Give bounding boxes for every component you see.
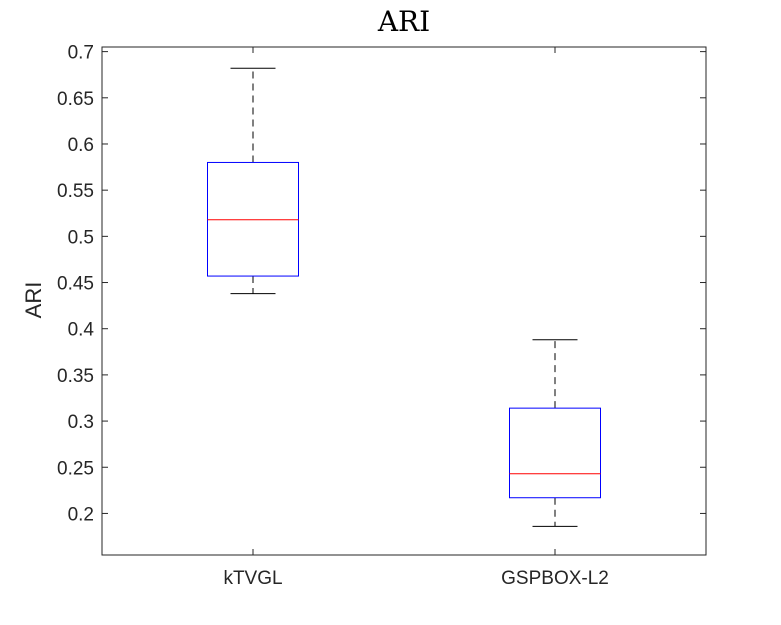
y-tick-label: 0.2 [68, 504, 94, 525]
box-gspbox-l2 [509, 339, 601, 527]
x-category-label: kTVGL [223, 568, 282, 589]
interquartile-box [509, 407, 601, 499]
y-tick-label: 0.25 [57, 458, 94, 479]
x-axis-categories: kTVGL GSPBOX-L2 [223, 47, 609, 589]
y-axis-title: ARI [21, 282, 46, 319]
chart-title: ARI [377, 5, 430, 38]
y-tick-label: 0.5 [68, 227, 94, 248]
y-axis-ticks: 0.2 0.25 0.3 0.35 0.4 0.45 0.5 0.55 0.6 0.65 0.7 [57, 43, 706, 525]
y-tick-label: 0.6 [68, 135, 94, 156]
y-tick-label: 0.65 [57, 89, 94, 110]
y-tick-label: 0.55 [57, 181, 94, 202]
x-category-label: GSPBOX-L2 [501, 568, 609, 589]
y-tick-label: 0.4 [68, 320, 95, 341]
y-tick-label: 0.7 [68, 43, 94, 64]
plot-area-frame [101, 46, 707, 556]
y-tick-label: 0.35 [57, 366, 94, 387]
y-tick-label: 0.3 [68, 412, 94, 433]
y-tick-label: 0.45 [57, 274, 94, 295]
box-series [207, 67, 601, 527]
box-ktvgl [207, 67, 299, 295]
